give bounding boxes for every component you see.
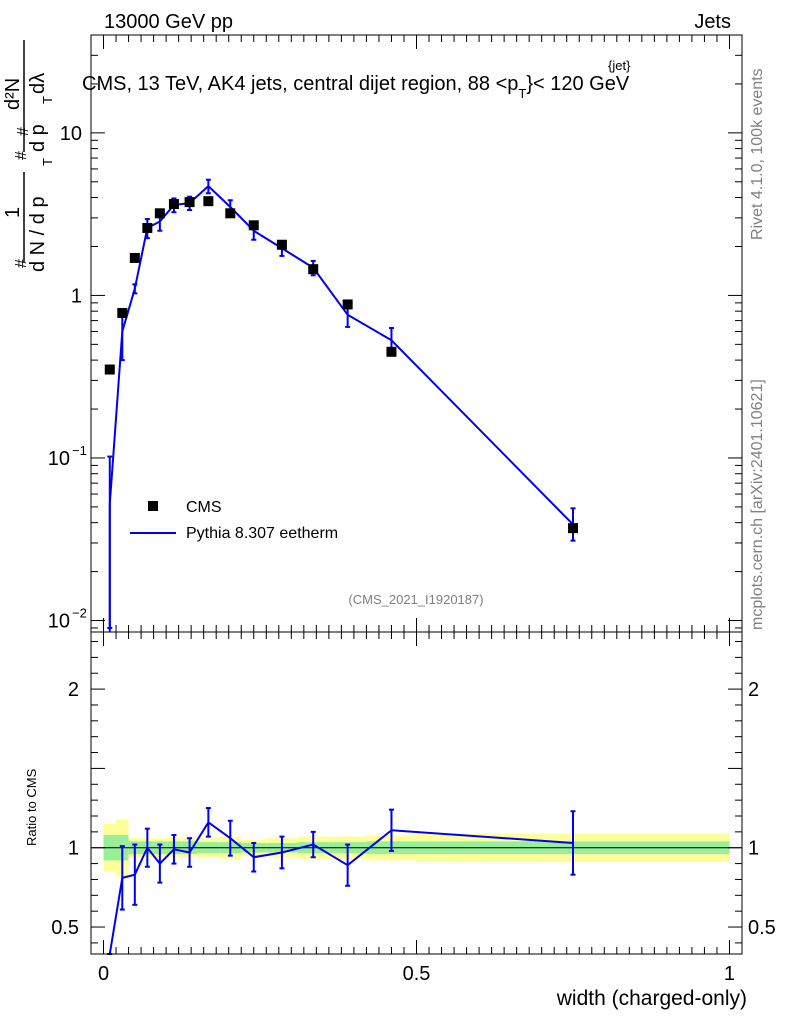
cms-data-point	[129, 252, 140, 263]
ylabel-d2n: d²N	[2, 78, 24, 110]
mcplots-source-label: mcplots.cern.ch [arXiv:2401.10621]	[749, 379, 766, 630]
ratio-tick-label-right: 0.5	[748, 917, 776, 939]
cms-data-point	[154, 208, 165, 219]
ratio-panel-frame	[90, 631, 743, 955]
y-tick-exponent: −2	[72, 606, 87, 621]
x-tick-label: 1	[724, 963, 735, 985]
main-layer	[104, 178, 578, 632]
ylabel-dlambda: dλ	[27, 73, 49, 94]
ylabel-one: 1	[2, 207, 24, 218]
ylabel-hash-1: #	[13, 259, 30, 268]
title-superscript: {jet}	[608, 58, 631, 73]
legend-label-pythia: Pythia 8.307 eetherm	[186, 525, 338, 542]
y-tick-label: 1	[71, 285, 82, 307]
cms-data-point	[168, 199, 179, 210]
chart-title: CMS, 13 TeV, AK4 jets, central dijet reg…	[82, 73, 630, 101]
ylabel-dpt-T: T	[40, 96, 55, 104]
cms-data-point	[142, 222, 153, 233]
title-main: CMS, 13 TeV, AK4 jets, central dijet reg…	[82, 73, 518, 95]
cms-data-point	[225, 208, 236, 219]
y-tick-label: 10	[60, 123, 82, 145]
ratio-tick-label-left: 1	[68, 838, 79, 860]
cms-data-point	[184, 197, 195, 208]
y-tick-exponent: −1	[72, 443, 87, 458]
cms-data-point	[342, 299, 353, 310]
cms-data-point	[203, 196, 214, 207]
ratio-tick-label-right: 1	[748, 838, 759, 860]
cms-data-point	[117, 307, 128, 318]
cms-data-point	[386, 346, 397, 357]
cms-data-point	[276, 239, 287, 250]
pythia-line	[108, 184, 574, 632]
ylabel-dndpt: d N / d p	[27, 196, 49, 272]
x-tick-label: 0.5	[403, 963, 431, 985]
cms-data-point	[104, 364, 115, 375]
ratio-tick-label-left: 2	[68, 679, 79, 701]
title-tail: }< 120 GeV	[526, 73, 630, 95]
header-category: Jets	[694, 11, 731, 33]
y-tick-label: 10	[48, 448, 70, 470]
ylabel-hash-2: #	[13, 151, 30, 160]
cms-data-point	[308, 264, 319, 275]
ratio-tick-label-right: 2	[748, 679, 759, 701]
legend-label-cms: CMS	[186, 499, 222, 516]
ratio-layer	[107, 807, 576, 955]
rivet-version-label: Rivet 4.1.0, 100k events	[749, 68, 766, 240]
analysis-id: (CMS_2021_I1920187)	[348, 592, 483, 607]
y-axis-label: # 1 d N / d p T # d²N # d p T dλ	[2, 40, 55, 272]
x-axis-label: width (charged-only)	[556, 987, 747, 1010]
legend: CMS Pythia 8.307 eetherm	[130, 499, 338, 542]
main-panel-frame	[90, 34, 743, 633]
y-tick-label: 10	[48, 611, 70, 633]
ylabel-dndpt-T: T	[40, 158, 55, 166]
cms-data-point	[248, 220, 259, 231]
ratio-tick-label-left: 0.5	[51, 917, 79, 939]
legend-marker-cms	[148, 501, 158, 511]
ylabel-dpt: d p	[27, 124, 49, 152]
ratio-axis-label: Ratio to CMS	[24, 768, 39, 846]
title-sub: T	[518, 86, 526, 101]
cms-data-point	[567, 523, 578, 534]
header-energy: 13000 GeV pp	[104, 11, 233, 33]
x-tick-label: 0	[98, 963, 109, 985]
